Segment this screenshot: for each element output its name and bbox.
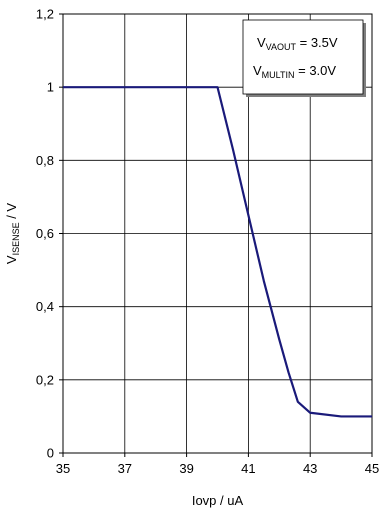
- x-tick-label-4: 43: [303, 461, 317, 476]
- y-axis-label-unit: / V: [4, 203, 19, 223]
- y-tick-label-2: 0,4: [36, 299, 54, 314]
- x-tick-label-0: 35: [56, 461, 70, 476]
- y-tick-label-1: 0,2: [36, 372, 54, 387]
- y-tick-label-3: 0,6: [36, 226, 54, 241]
- annotation-vaout-main: V: [257, 35, 266, 50]
- annotation-multin-main: V: [253, 63, 262, 78]
- x-tick-label-1: 37: [118, 461, 132, 476]
- x-tick-label-2: 39: [179, 461, 193, 476]
- annotation-multin-value: = 3.0V: [295, 63, 337, 78]
- y-tick-label-4: 0,8: [36, 153, 54, 168]
- annotation-background: [242, 19, 364, 95]
- x-tick-label-5: 45: [365, 461, 379, 476]
- y-tick-label-6: 1,2: [36, 7, 54, 22]
- y-axis-label: VISENSE / V: [4, 203, 21, 265]
- y-axis-label-main: V: [4, 255, 19, 264]
- annotation-multin-sub: MULTIN: [262, 70, 295, 80]
- series-lines: [63, 86, 372, 418]
- annotation-box: VVAOUT = 3.5V VMULTIN = 3.0V: [242, 19, 366, 97]
- x-tick-label-3: 41: [241, 461, 255, 476]
- y-tick-label-0: 0: [47, 446, 54, 461]
- y-tick-label-5: 1: [47, 80, 54, 95]
- annotation-line-multin: VMULTIN = 3.0V: [253, 63, 336, 80]
- annotation-vaout-value: = 3.5V: [296, 35, 338, 50]
- annotation-vaout-sub: VAOUT: [266, 42, 297, 52]
- annotation-line-vaout: VVAOUT = 3.5V: [257, 35, 338, 52]
- x-axis-label: Iovp / uA: [192, 493, 244, 508]
- y-axis-label-sub: ISENSE: [11, 222, 21, 255]
- series-line-0: [63, 86, 372, 418]
- tick-labels: 35 37 39 41 43 45 0 0,2 0,4 0,6 0,8 1 1,2: [36, 7, 379, 477]
